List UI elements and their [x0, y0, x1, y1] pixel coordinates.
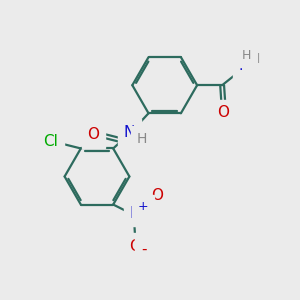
Text: N: N — [124, 125, 135, 140]
Text: N: N — [130, 206, 141, 221]
Text: O: O — [129, 239, 141, 254]
Text: -: - — [141, 242, 146, 257]
Text: H: H — [249, 52, 260, 66]
Text: O: O — [87, 127, 99, 142]
Text: H: H — [242, 49, 251, 62]
Text: +: + — [138, 200, 148, 213]
Text: O: O — [152, 188, 164, 203]
Text: O: O — [218, 105, 230, 120]
Text: N: N — [238, 58, 250, 73]
Text: Cl: Cl — [43, 134, 58, 148]
Text: H: H — [137, 132, 147, 146]
